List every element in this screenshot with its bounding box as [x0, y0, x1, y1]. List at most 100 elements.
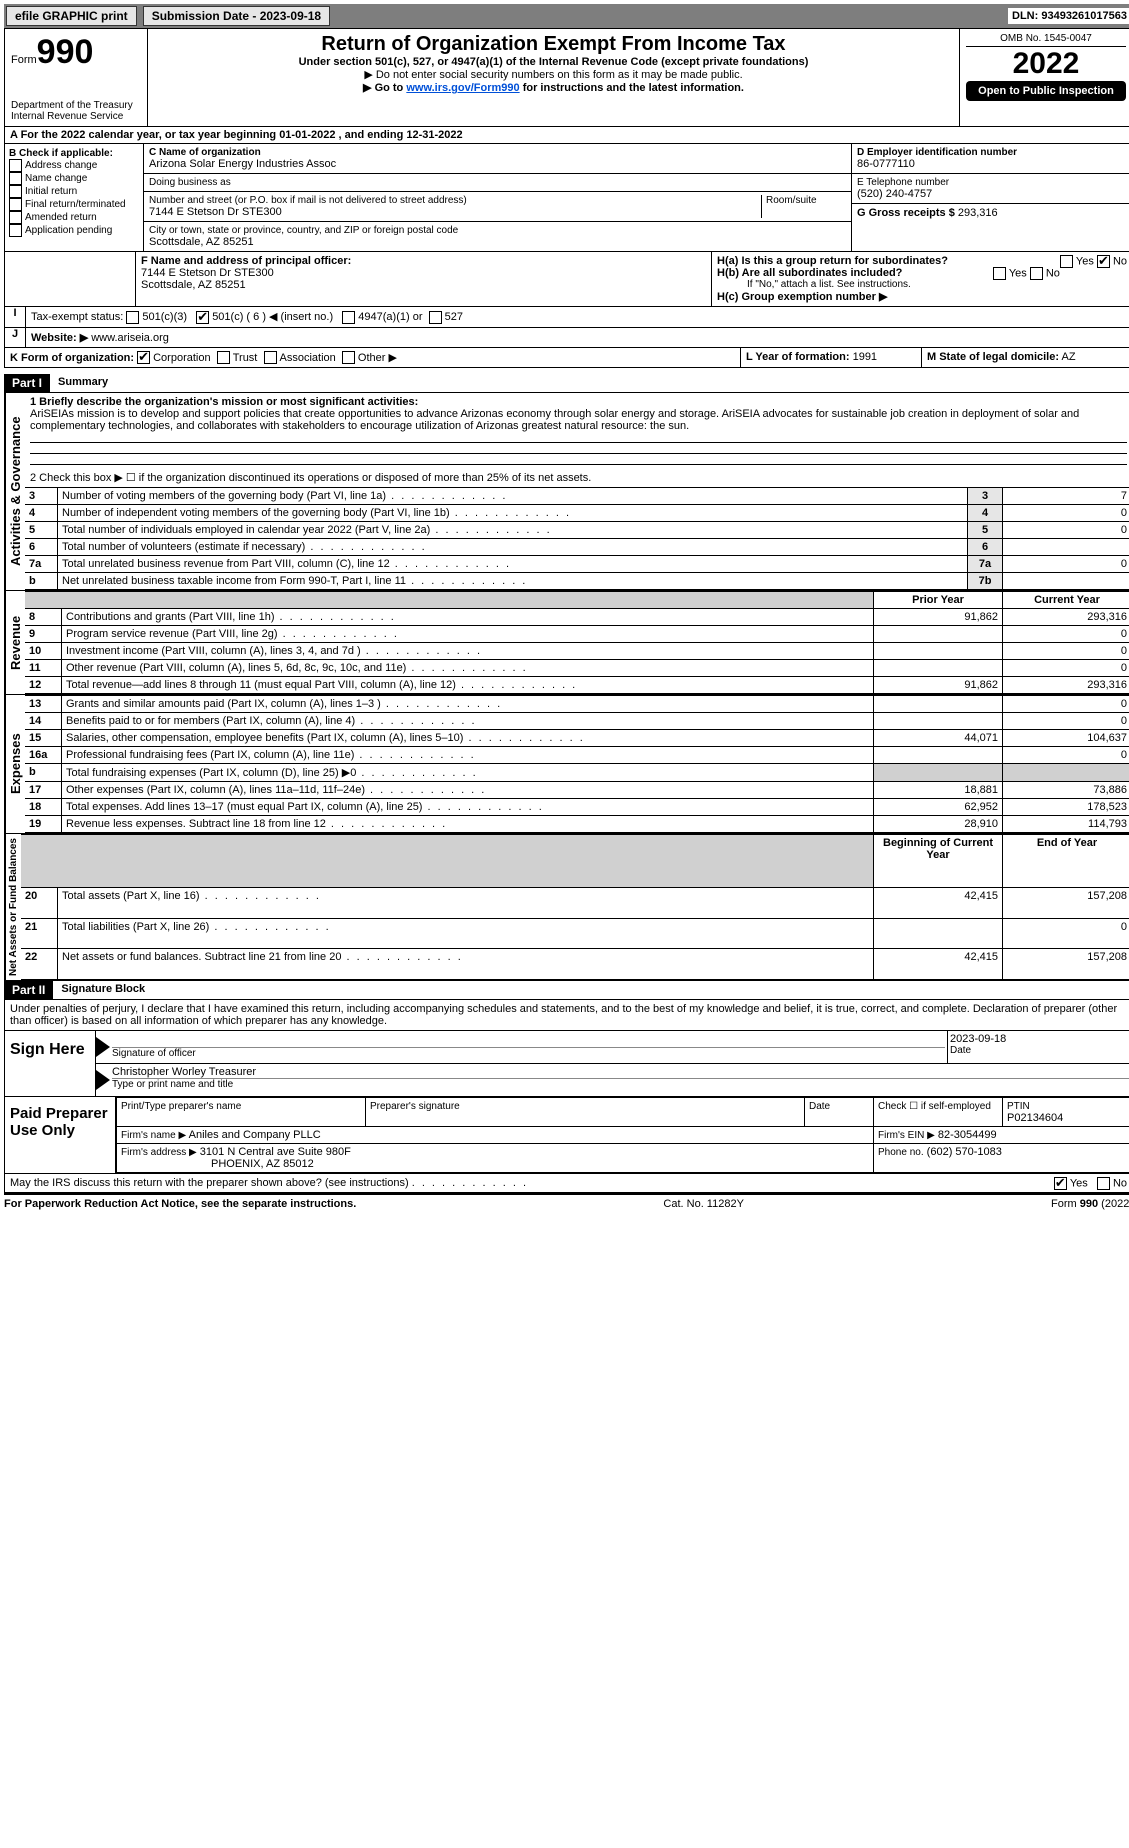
l-label: L Year of formation: — [746, 351, 850, 363]
e-phone-label: E Telephone number — [857, 177, 1127, 188]
ha-no-cb[interactable] — [1097, 255, 1110, 268]
b-checkbox[interactable] — [9, 211, 22, 224]
table-row: 9 Program service revenue (Part VIII, li… — [25, 626, 1129, 643]
b-item: Final return/terminated — [9, 198, 139, 211]
i-501c-cb[interactable] — [196, 311, 209, 324]
k-assoc-cb[interactable] — [264, 351, 277, 364]
preparer-table: Print/Type preparer's name Preparer's si… — [116, 1097, 1129, 1173]
no-label: No — [1113, 255, 1127, 267]
type-name-label: Type or print name and title — [112, 1079, 1129, 1090]
b-checkbox[interactable] — [9, 224, 22, 237]
part-i-band: Part I — [4, 374, 50, 392]
hb-yes-cb[interactable] — [993, 267, 1006, 280]
part-i-netassets: Net Assets or Fund Balances Beginning of… — [4, 834, 1129, 981]
c-name-label: C Name of organization — [149, 147, 846, 158]
table-row: 10 Investment income (Part VIII, column … — [25, 643, 1129, 660]
netassets-table: Beginning of Current Year End of Year20 … — [21, 834, 1129, 980]
i-4947-cb[interactable] — [342, 311, 355, 324]
pp-name-label: Print/Type preparer's name — [121, 1101, 241, 1112]
part-i-title: Summary — [50, 374, 116, 392]
yes-label-2: Yes — [1009, 267, 1027, 279]
b-checkbox[interactable] — [9, 159, 22, 172]
side-revenue: Revenue — [5, 591, 25, 694]
k-label: K Form of organization: — [10, 352, 134, 364]
opt-trust: Trust — [233, 352, 258, 364]
table-row: 16a Professional fundraising fees (Part … — [25, 747, 1129, 764]
street-label: Number and street (or P.O. box if mail i… — [149, 195, 761, 206]
ssn-warning: ▶ Do not enter social security numbers o… — [154, 68, 953, 81]
pp-selfemp: Check ☐ if self-employed — [878, 1101, 991, 1112]
dept-treasury: Department of the Treasury — [11, 100, 141, 111]
opt-501c3: 501(c)(3) — [142, 311, 187, 323]
table-row: 18 Total expenses. Add lines 13–17 (must… — [25, 799, 1129, 816]
city-state-zip: Scottsdale, AZ 85251 — [149, 236, 846, 248]
table-row: 11 Other revenue (Part VIII, column (A),… — [25, 660, 1129, 677]
i-527-cb[interactable] — [429, 311, 442, 324]
goto-post: for instructions and the latest informat… — [520, 82, 744, 94]
firm-addr-label: Firm's address ▶ — [121, 1147, 197, 1158]
table-row: 19 Revenue less expenses. Subtract line … — [25, 816, 1129, 833]
year-formed: 1991 — [853, 351, 877, 363]
part-i-revenue: Revenue Prior Year Current Year8 Contrib… — [4, 591, 1129, 695]
b-checkbox[interactable] — [9, 185, 22, 198]
table-row: b Net unrelated business taxable income … — [25, 573, 1129, 590]
opt-corp: Corporation — [153, 352, 210, 364]
firm-phone-label: Phone no. — [878, 1147, 924, 1158]
revenue-table: Prior Year Current Year8 Contributions a… — [25, 591, 1129, 694]
d-ein-label: D Employer identification number — [857, 147, 1127, 158]
table-row: 14 Benefits paid to or for members (Part… — [25, 713, 1129, 730]
goto-pre: ▶ Go to — [363, 82, 406, 94]
gross-receipts: 293,316 — [958, 207, 998, 219]
section-ij: I Tax-exempt status: 501(c)(3) 501(c) ( … — [4, 307, 1129, 328]
discuss-no-cb[interactable] — [1097, 1177, 1110, 1190]
paid-preparer-label: Paid Preparer Use Only — [5, 1097, 116, 1173]
k-trust-cb[interactable] — [217, 351, 230, 364]
sign-here-label: Sign Here — [5, 1031, 96, 1096]
tax-year: 2022 — [966, 47, 1126, 81]
submission-date-btn[interactable]: Submission Date - 2023-09-18 — [143, 6, 330, 26]
officer-name-title: Christopher Worley Treasurer — [112, 1066, 1129, 1079]
part-ii-band: Part II — [4, 981, 53, 999]
hb-no-cb[interactable] — [1030, 267, 1043, 280]
discuss-yes: Yes — [1070, 1178, 1088, 1190]
line-a: A For the 2022 calendar year, or tax yea… — [4, 127, 1129, 144]
q2-line: 2 Check this box ▶ ☐ if the organization… — [25, 468, 1129, 487]
state-domicile: AZ — [1061, 351, 1075, 363]
efile-print-btn[interactable]: efile GRAPHIC print — [6, 6, 137, 26]
i-501c3-cb[interactable] — [126, 311, 139, 324]
ha-yes-cb[interactable] — [1060, 255, 1073, 268]
firm-addr2: PHOENIX, AZ 85012 — [121, 1158, 314, 1170]
table-row: 15 Salaries, other compensation, employe… — [25, 730, 1129, 747]
opt-other: Other ▶ — [358, 352, 397, 364]
h-a: H(a) Is this a group return for subordin… — [717, 255, 1127, 267]
tax-exempt-label: Tax-exempt status: — [31, 311, 123, 323]
side-netassets: Net Assets or Fund Balances — [5, 834, 21, 980]
table-header-row: Prior Year Current Year — [25, 592, 1129, 609]
discuss-yes-cb[interactable] — [1054, 1177, 1067, 1190]
b-checkbox[interactable] — [9, 198, 22, 211]
expenses-table: 13 Grants and similar amounts paid (Part… — [25, 695, 1129, 833]
hb-text: H(b) Are all subordinates included? — [717, 267, 902, 279]
irs-link[interactable]: www.irs.gov/Form990 — [406, 82, 519, 94]
k-corp-cb[interactable] — [137, 351, 150, 364]
form-subtitle: Under section 501(c), 527, or 4947(a)(1)… — [154, 56, 953, 68]
header-block-bcdefg: B Check if applicable: Address changeNam… — [4, 144, 1129, 252]
firm-name-label: Firm's name ▶ — [121, 1130, 186, 1141]
side-governance: Activities & Governance — [5, 393, 25, 590]
opt-527: 527 — [445, 311, 463, 323]
table-row: 7a Total unrelated business revenue from… — [25, 556, 1129, 573]
i-marker: I — [5, 307, 26, 327]
opt-assoc: Association — [280, 352, 336, 364]
b-item: Name change — [9, 172, 139, 185]
footer-right: Form 990 (2022) — [1051, 1198, 1129, 1210]
b-item: Application pending — [9, 224, 139, 237]
firm-name: Aniles and Company PLLC — [189, 1129, 321, 1141]
table-row: 8 Contributions and grants (Part VIII, l… — [25, 609, 1129, 626]
form-title: Return of Organization Exempt From Incom… — [154, 33, 953, 56]
k-other-cb[interactable] — [342, 351, 355, 364]
table-row: 12 Total revenue—add lines 8 through 11 … — [25, 677, 1129, 694]
website-label: Website: ▶ — [31, 332, 88, 344]
form-word: Form — [11, 54, 37, 66]
m-label: M State of legal domicile: — [927, 351, 1059, 363]
b-checkbox[interactable] — [9, 172, 22, 185]
